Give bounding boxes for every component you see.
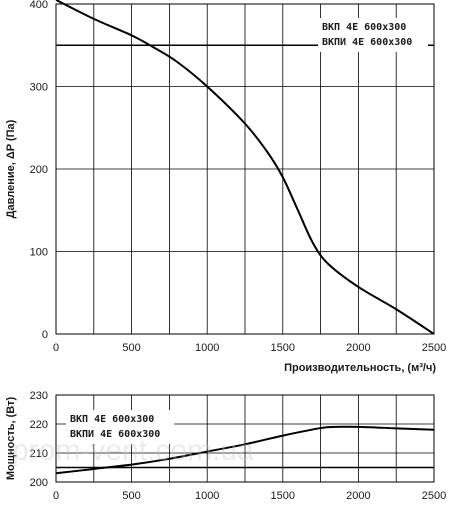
y-tick-label: 200 [30, 164, 48, 176]
x-tick-label: 1500 [271, 342, 295, 354]
legend-entry: ВКП 4Е 600x300 [70, 414, 154, 425]
x-tick-label: 2000 [346, 490, 370, 502]
legend-box [66, 410, 174, 444]
y-axis-label: Мощность, (Вт) [5, 397, 17, 481]
x-tick-label: 2500 [422, 342, 446, 354]
pressure-chart: 0 500 1000 1500 2000 2500 0 100 200 300 400 ВКП 4Е … [5, 0, 446, 374]
x-tick-label: 1000 [195, 342, 219, 354]
x-tick-label: 0 [53, 490, 59, 502]
legend-entry: ВКПИ 4Е 600x300 [322, 37, 412, 48]
y-axis-label: Давление, ΔP (Па) [5, 119, 17, 218]
legend-entry: ВКП 4Е 600x300 [322, 22, 406, 33]
y-tick-label: 300 [30, 82, 48, 94]
y-tick-label: 100 [30, 247, 48, 259]
x-tick-label: 1500 [271, 490, 295, 502]
y-tick-label: 210 [30, 448, 48, 460]
x-tick-label: 2000 [346, 342, 370, 354]
x-axis-label: Производительность, (м³/ч) [284, 362, 436, 374]
legend-box [318, 18, 428, 52]
x-tick-label: 500 [122, 342, 140, 354]
x-tick-label: 2500 [422, 490, 446, 502]
x-tick-label: 1000 [195, 490, 219, 502]
series-line [55, 425, 435, 475]
y-tick-label: 400 [30, 0, 48, 11]
x-tick-label: 0 [53, 342, 59, 354]
y-tick-label: 230 [30, 390, 48, 402]
legend-entry: ВКПИ 4Е 600x300 [70, 429, 160, 440]
watermark-text: prom-vent.com.ua [12, 434, 254, 467]
y-tick-label: 0 [42, 329, 48, 341]
y-tick-label: 200 [30, 477, 48, 489]
y-tick-label: 220 [30, 419, 48, 431]
power-chart: 0 500 1000 1500 2000 2500 200 210 220 230 ВКП 4Е 6… [5, 390, 446, 502]
series-line [55, 0, 435, 335]
x-tick-label: 500 [122, 490, 140, 502]
